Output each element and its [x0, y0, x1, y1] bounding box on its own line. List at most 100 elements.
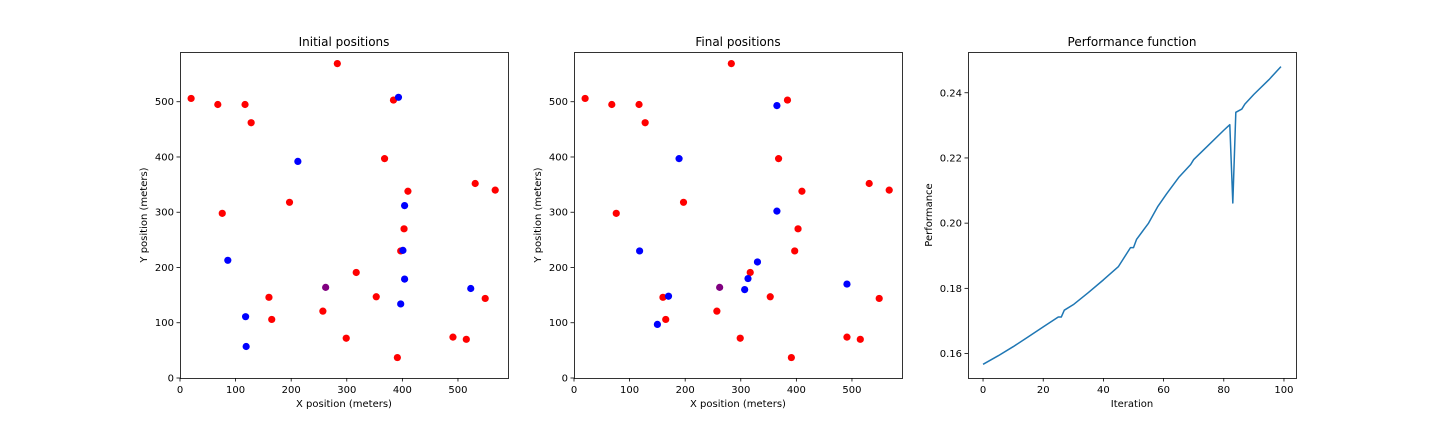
chart-1-series-1-point-20 — [319, 307, 327, 315]
chart-1-series-1-point-21 — [342, 334, 350, 342]
chart-2-series-1-point-13 — [794, 225, 802, 233]
chart-3-x-tick-label-6: 100 — [1274, 385, 1293, 396]
chart-3-y-tick-label-2: 0.18 — [940, 284, 962, 295]
chart-2-group: 0 100 200 300 400 500 0 100 200 300 400 500 Final po… — [533, 35, 903, 410]
chart-2-title: Final positions — [695, 35, 780, 49]
chart-3-x-tick-label-5: 80 — [1217, 385, 1230, 396]
chart-1-series-1-point-5 — [333, 60, 341, 68]
chart-2-series-3-point-1 — [716, 283, 724, 291]
chart-1-series-1-point-16 — [265, 293, 273, 301]
chart-3-title: Performance function — [1068, 35, 1197, 49]
chart-2-x-tick-label-4: 300 — [731, 385, 750, 396]
chart-1-series-1-point-12 — [285, 198, 294, 206]
chart-2-x-tick-label-3: 200 — [676, 385, 695, 396]
chart-2-series-1-point-17 — [766, 293, 774, 301]
chart-1-series-1-point-19 — [268, 315, 276, 324]
chart-2-x-tick-label-2: 100 — [620, 385, 639, 396]
chart-1-series-2-point-5 — [399, 246, 407, 254]
chart-1-x-tick-label-2: 100 — [226, 385, 245, 396]
chart-2-series-1-point-6 — [783, 96, 792, 104]
chart-2-series-2-point-8 — [664, 292, 673, 300]
chart-2-series-2-point-7 — [741, 285, 749, 294]
chart-2-series-1-point-18 — [875, 294, 883, 303]
chart-2-y-tick-label-6: 500 — [549, 97, 568, 108]
chart-1-x-tick-label-5: 400 — [393, 385, 412, 396]
chart-2-series-1-point-7 — [774, 155, 783, 163]
chart-1-y-tick-label-3: 200 — [155, 263, 174, 274]
chart-1-series-1-point-24 — [393, 353, 401, 362]
chart-1-series-2-point-2 — [294, 157, 302, 166]
chart-1-series-2-point-9 — [242, 313, 250, 321]
chart-1-x-axis-label: X position (meters) — [296, 399, 392, 410]
chart-1-x-tick-label-4: 300 — [337, 385, 356, 396]
chart-2-series-1-point-15 — [746, 268, 754, 277]
chart-2-series-1-point-14 — [791, 247, 799, 255]
chart-1-series-1-point-2 — [214, 100, 222, 109]
chart-1-series-1-point-4 — [247, 119, 255, 127]
chart-2-series-1-point-12 — [679, 198, 688, 206]
chart-3-y-tick-label-5: 0.24 — [940, 88, 962, 99]
chart-2-y-tick-label-3: 200 — [549, 263, 568, 274]
chart-1-series-1-point-9 — [471, 179, 479, 188]
chart-2-series-1-point-4 — [641, 119, 649, 127]
chart-2-series-2-point-1 — [773, 101, 781, 110]
chart-3-x-tick-label-4: 60 — [1157, 385, 1170, 396]
chart-1-x-tick-label-1: 0 — [177, 385, 183, 396]
chart-1-series-1-point-22 — [449, 333, 457, 341]
chart-2-series-1-point-21 — [736, 334, 744, 342]
chart-3-axes-frame — [968, 52, 1297, 379]
chart-2-series-1-point-22 — [843, 333, 851, 341]
chart-2-y-tick-label-5: 400 — [549, 152, 568, 163]
chart-1-series-1-point-7 — [380, 155, 389, 163]
chart-1-series-1-point-23 — [462, 335, 470, 343]
chart-2-series-2-point-3 — [773, 207, 781, 215]
chart-2-series-1-point-2 — [608, 100, 616, 109]
chart-1-series-1-point-13 — [400, 225, 408, 233]
chart-1-series-2-point-10 — [242, 342, 250, 351]
chart-1-x-tick-label-6: 500 — [448, 385, 467, 396]
chart-1-series-1-point-18 — [481, 294, 489, 303]
chart-2-marks — [581, 60, 893, 362]
chart-2-y-tick-label-4: 300 — [549, 208, 568, 219]
chart-2-series-2-point-9 — [653, 320, 661, 329]
chart-2-y-tick-label-2: 100 — [549, 318, 568, 329]
chart-2-series-1-point-3 — [635, 100, 643, 109]
chart-1-y-tick-label-6: 500 — [155, 97, 174, 108]
chart-2-series-1-point-5 — [727, 60, 735, 68]
chart-1-series-1-point-15 — [352, 268, 360, 277]
chart-2-x-tick-label-1: 0 — [571, 385, 577, 396]
chart-2-axes-frame — [574, 52, 903, 379]
chart-2-y-tick-label-1: 0 — [562, 374, 568, 385]
chart-3-y-tick-label-3: 0.20 — [940, 219, 962, 230]
chart-1-series-1-point-3 — [241, 100, 249, 109]
chart-1-title: Initial positions — [299, 35, 390, 49]
chart-3-series-1-line — [982, 66, 1282, 365]
chart-1-series-1-point-11 — [218, 209, 226, 217]
chart-2-series-2-point-6 — [744, 274, 752, 283]
chart-1-y-tick-label-2: 100 — [155, 318, 174, 329]
chart-1-y-tick-label-1: 0 — [168, 374, 174, 385]
chart-1-y-tick-label-5: 400 — [155, 152, 174, 163]
chart-2-series-1-point-8 — [798, 187, 806, 195]
chart-3-y-tick-label-4: 0.22 — [940, 153, 962, 164]
chart-2-series-2-point-2 — [675, 155, 683, 163]
chart-2-series-1-point-20 — [713, 307, 721, 315]
chart-1-series-1-point-1 — [187, 94, 195, 103]
chart-1-group: 0 100 200 300 400 500 0 100 200 300 400 500 Initial … — [139, 35, 509, 410]
chart-1-series-2-point-8 — [467, 284, 475, 293]
chart-1-series-1-point-17 — [372, 293, 380, 301]
chart-1-series-2-point-7 — [397, 300, 405, 308]
chart-3-marks — [982, 66, 1282, 365]
chart-2-series-1-point-16 — [659, 293, 667, 301]
chart-2-series-1-point-23 — [856, 335, 864, 343]
chart-1-marks — [187, 60, 499, 362]
chart-2-y-axis-label: Y position (meters) — [533, 167, 544, 263]
chart-1-y-tick-label-4: 300 — [155, 208, 174, 219]
chart-2-x-tick-label-6: 500 — [842, 385, 861, 396]
chart-2-series-1-point-11 — [612, 209, 620, 217]
chart-1-series-1-point-10 — [491, 186, 499, 194]
chart-1-y-axis-label: Y position (meters) — [139, 167, 150, 263]
chart-1-axes-frame — [180, 52, 509, 379]
chart-3-group: 0 20 40 60 80 100 0.16 0.18 0.20 0.22 0.24 Performa… — [924, 35, 1297, 410]
